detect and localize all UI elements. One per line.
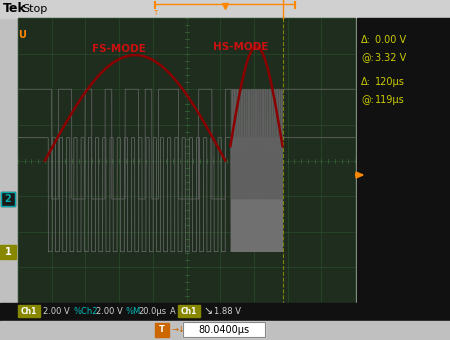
Text: @:: @: xyxy=(361,95,374,105)
Text: Stop: Stop xyxy=(22,4,47,14)
Text: Tek: Tek xyxy=(3,2,27,16)
Text: %M: %M xyxy=(126,306,141,316)
Text: 1.88 V: 1.88 V xyxy=(214,306,241,316)
Bar xyxy=(183,322,265,337)
Text: %Ch2: %Ch2 xyxy=(73,306,98,316)
Text: 2.00 V: 2.00 V xyxy=(96,306,123,316)
Bar xyxy=(1,192,15,206)
Text: Ch1: Ch1 xyxy=(181,306,197,316)
Text: 0.00 V: 0.00 V xyxy=(375,35,406,45)
Text: U: U xyxy=(18,30,26,40)
Text: HS-MODE: HS-MODE xyxy=(213,41,268,51)
Bar xyxy=(0,303,450,322)
Text: A: A xyxy=(170,306,176,316)
Bar xyxy=(155,323,169,337)
Bar xyxy=(0,321,450,340)
Text: 3.32 V: 3.32 V xyxy=(375,53,406,63)
Bar xyxy=(18,305,40,317)
Text: →↓: →↓ xyxy=(172,325,186,335)
Text: 1: 1 xyxy=(4,247,11,257)
Bar xyxy=(178,305,200,317)
Bar xyxy=(357,18,450,303)
Text: 120μs: 120μs xyxy=(375,77,405,87)
Text: FS-MODE: FS-MODE xyxy=(92,44,146,54)
Text: 119μs: 119μs xyxy=(375,95,405,105)
Bar xyxy=(1,192,15,206)
Polygon shape xyxy=(356,172,363,178)
Bar xyxy=(0,0,450,18)
Text: T: T xyxy=(159,325,165,335)
Text: @:: @: xyxy=(361,53,374,63)
Text: Δ:: Δ: xyxy=(361,77,371,87)
Bar xyxy=(0,245,16,259)
Text: Ch1: Ch1 xyxy=(21,306,37,316)
Text: T: T xyxy=(153,10,157,16)
Text: Δ:: Δ: xyxy=(361,35,371,45)
Text: 2: 2 xyxy=(4,194,11,204)
Bar xyxy=(183,322,265,337)
Text: 2.00 V: 2.00 V xyxy=(43,306,70,316)
Text: 20.0μs: 20.0μs xyxy=(138,306,166,316)
Bar xyxy=(18,18,355,303)
Text: 80.0400μs: 80.0400μs xyxy=(198,325,250,335)
Text: ↘: ↘ xyxy=(203,306,212,316)
